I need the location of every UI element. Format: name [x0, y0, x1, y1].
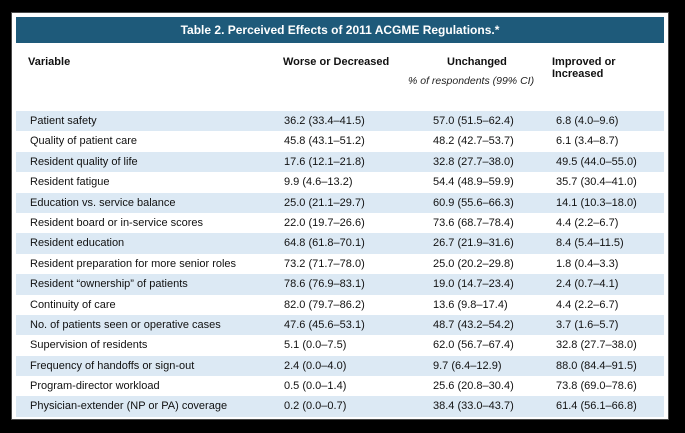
cell-improved: 14.1 (10.3–18.0): [556, 196, 637, 209]
column-header-variable: Variable: [28, 56, 71, 68]
cell-unchanged: 25.6 (20.8–30.4): [433, 380, 514, 393]
cell-improved: 6.1 (3.4–8.7): [556, 135, 619, 148]
table-row: Supervision of residents 5.1 (0.0–7.5) 62.…: [16, 335, 664, 355]
cell-unchanged: 25.0 (20.2–29.8): [433, 257, 514, 270]
cell-unchanged: 9.7 (6.4–12.9): [433, 359, 502, 372]
cell-improved: 61.4 (56.1–66.8): [556, 400, 637, 413]
cell-worse: 0.2 (0.0–0.7): [284, 400, 347, 413]
cell-unchanged: 57.0 (51.5–62.4): [433, 115, 514, 127]
table-row: Patient safety 36.2 (33.4–41.5) 57.0 (51.5…: [16, 111, 664, 132]
cell-unchanged: 38.4 (33.0–43.7): [433, 400, 514, 413]
cell-worse: 25.0 (21.1–29.7): [284, 196, 365, 209]
cell-variable: Resident quality of life: [30, 155, 138, 168]
cell-unchanged: 26.7 (21.9–31.6): [433, 237, 514, 250]
cell-unchanged: 62.0 (56.7–67.4): [433, 339, 514, 352]
cell-worse: 22.0 (19.7–26.6): [284, 216, 365, 229]
table-row: Quality of patient care 45.8 (43.1–51.2) 4…: [16, 131, 664, 151]
table-caption: Table 2. Perceived Effects of 2011 ACGME…: [16, 17, 664, 43]
cell-variable: Resident “ownership” of patients: [30, 278, 188, 291]
table-row: Resident preparation for more senior rol…: [16, 254, 664, 274]
cell-improved: 4.4 (2.2–6.7): [556, 216, 619, 229]
cell-variable: Resident fatigue: [30, 176, 110, 189]
cell-improved: 6.8 (4.0–9.6): [556, 115, 619, 127]
cell-variable: Quality of patient care: [30, 135, 138, 148]
table-row: Continuity of care 82.0 (79.7–86.2) 13.6 (…: [16, 295, 664, 315]
cell-variable: Physician-extender (NP or PA) coverage: [30, 400, 228, 413]
cell-worse: 9.9 (4.6–13.2): [284, 176, 353, 189]
cell-variable: Supervision of residents: [30, 339, 148, 352]
cell-unchanged: 32.8 (27.7–38.0): [433, 155, 514, 168]
cell-unchanged: 19.0 (14.7–23.4): [433, 278, 514, 291]
table-row: Physician-extender (NP or PA) coverage 0.…: [16, 396, 664, 417]
column-header-worse: Worse or Decreased: [283, 56, 390, 68]
cell-improved: 8.4 (5.4–11.5): [556, 237, 624, 250]
table-row: Resident “ownership” of patients 78.6 (76…: [16, 274, 664, 295]
cell-variable: Continuity of care: [30, 298, 116, 311]
cell-unchanged: 13.6 (9.8–17.4): [433, 298, 508, 311]
cell-improved: 1.8 (0.4–3.3): [556, 257, 619, 270]
table-row: Resident fatigue 9.9 (4.6–13.2) 54.4 (48.9…: [16, 172, 664, 192]
table-row: Program-director workload 0.5 (0.0–1.4) 25…: [16, 376, 664, 396]
cell-unchanged: 54.4 (48.9–59.9): [433, 176, 514, 189]
cell-variable: No. of patients seen or operative cases: [30, 318, 221, 331]
cell-worse: 47.6 (45.6–53.1): [284, 318, 365, 331]
cell-variable: Resident education: [30, 237, 125, 250]
cell-improved: 3.7 (1.6–5.7): [556, 318, 619, 331]
table-header: Variable Worse or Decreased Unchanged Im…: [16, 45, 664, 88]
cell-variable: Resident preparation for more senior rol…: [30, 257, 237, 270]
table-row: Resident quality of life 17.6 (12.1–21.8)…: [16, 151, 664, 173]
table-row: Resident education 64.8 (61.8–70.1) 26.7 (…: [16, 233, 664, 254]
cell-improved: 4.4 (2.2–6.7): [556, 298, 619, 311]
column-header-improved: Improved or Increased: [552, 56, 616, 80]
cell-improved: 49.5 (44.0–55.0): [556, 155, 637, 168]
cell-improved: 35.7 (30.4–41.0): [556, 176, 637, 189]
table-row: Resident board or in-service scores 22.0 …: [16, 213, 664, 233]
units-subheader: % of respondents (99% CI): [408, 75, 535, 87]
cell-improved: 32.8 (27.7–38.0): [556, 339, 637, 352]
cell-worse: 2.4 (0.0–4.0): [284, 359, 347, 372]
cell-variable: Education vs. service balance: [30, 196, 176, 209]
table-row: Education vs. service balance 25.0 (21.1–…: [16, 192, 664, 213]
cell-improved: 88.0 (84.4–91.5): [556, 359, 637, 372]
table-frame: Table 2. Perceived Effects of 2011 ACGME…: [12, 13, 668, 419]
cell-worse: 45.8 (43.1–51.2): [284, 135, 365, 148]
column-header-unchanged: Unchanged: [447, 56, 507, 68]
cell-unchanged: 48.7 (43.2–54.2): [433, 318, 514, 331]
cell-variable: Resident board or in-service scores: [30, 216, 204, 229]
cell-worse: 64.8 (61.8–70.1): [284, 237, 365, 250]
cell-worse: 5.1 (0.0–7.5): [284, 339, 347, 352]
cell-worse: 0.5 (0.0–1.4): [284, 380, 347, 393]
cell-variable: Program-director workload: [30, 380, 160, 393]
cell-worse: 73.2 (71.7–78.0): [284, 257, 365, 270]
cell-worse: 82.0 (79.7–86.2): [284, 298, 365, 311]
cell-unchanged: 60.9 (55.6–66.3): [433, 196, 514, 209]
cell-worse: 78.6 (76.9–83.1): [284, 278, 365, 291]
table-row: Frequency of handoffs or sign-out 2.4 (0.…: [16, 355, 664, 377]
cell-unchanged: 48.2 (42.7–53.7): [433, 135, 514, 148]
table-row: No. of patients seen or operative cases 4…: [16, 314, 664, 336]
cell-variable: Frequency of handoffs or sign-out: [30, 359, 195, 372]
cell-improved: 2.4 (0.7–4.1): [556, 278, 619, 291]
cell-variable: Patient safety: [30, 115, 97, 127]
cell-unchanged: 73.6 (68.7–78.4): [433, 216, 514, 229]
cell-worse: 17.6 (12.1–21.8): [284, 155, 365, 168]
cell-improved: 73.8 (69.0–78.6): [556, 380, 637, 393]
table-body: Patient safety 36.2 (33.4–41.5) 57.0 (51.5…: [16, 111, 664, 417]
cell-worse: 36.2 (33.4–41.5): [284, 115, 365, 127]
